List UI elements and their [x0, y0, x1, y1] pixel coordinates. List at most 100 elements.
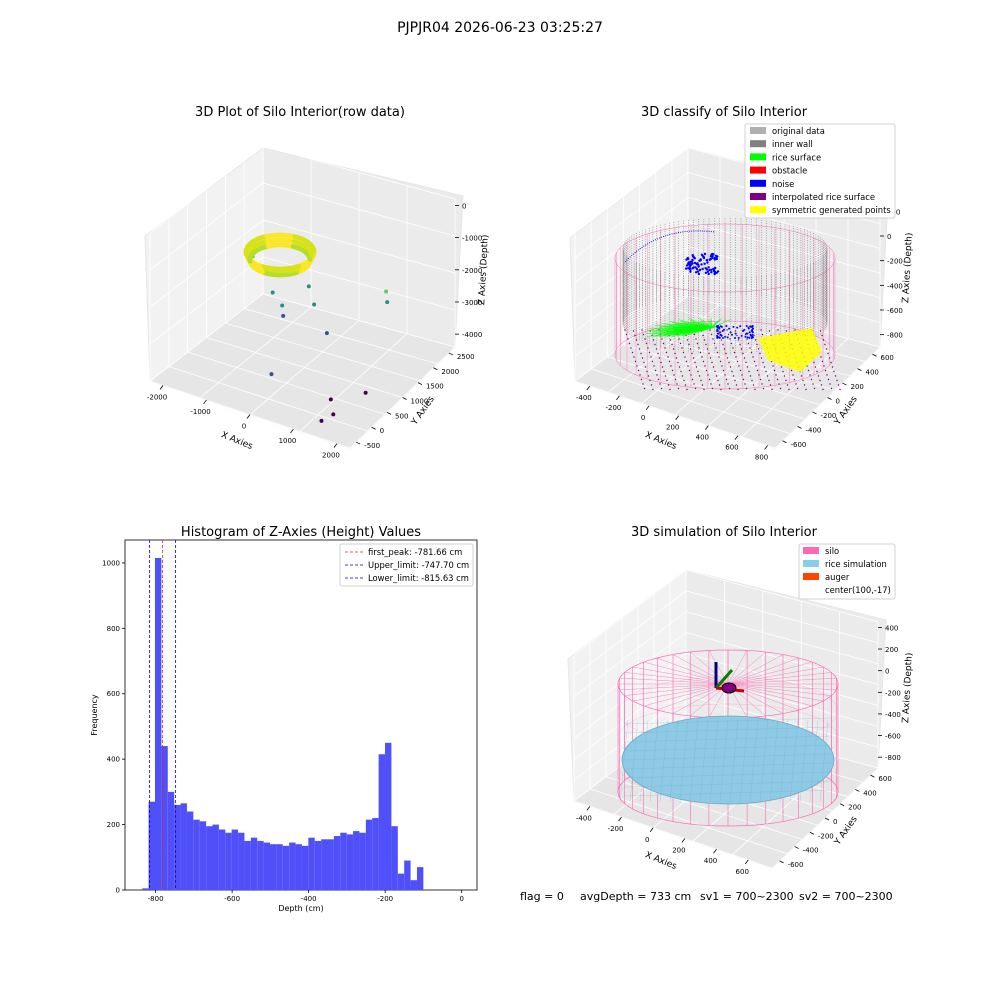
z-tick-label: -400 — [887, 282, 903, 290]
grid-line — [685, 569, 879, 623]
cls-interp-point — [702, 360, 705, 363]
cls-noise-point — [751, 325, 754, 327]
y-tick-label: -400 — [806, 426, 822, 434]
y-tick-mark — [839, 803, 845, 807]
grid-line — [262, 293, 456, 348]
cls-legend-label: obstacle — [772, 166, 807, 176]
cls-interp-point — [715, 375, 718, 377]
cls-noise-point — [722, 337, 724, 339]
cls-interp-point — [627, 338, 629, 340]
raw-point — [384, 289, 389, 294]
sim-legend-items: silo rice simulation auger center(100,-17) — [803, 546, 891, 595]
cls-interp-point — [649, 379, 651, 382]
sim-legend-swatch — [803, 547, 819, 554]
cls-interp-point — [693, 383, 695, 385]
cls-interp-point — [785, 330, 788, 332]
hist-bar — [365, 819, 373, 890]
cls-interp-point — [825, 348, 828, 350]
cls-noise-point — [716, 332, 719, 335]
y-tick-label: 200 — [851, 383, 864, 391]
grid-line — [574, 147, 689, 234]
cls-interp-point — [668, 360, 671, 363]
cls-interp-point — [727, 333, 730, 336]
sim-title: 3D simulation of Silo Interior — [631, 525, 818, 540]
raw-ring-point — [309, 252, 315, 258]
cls-noise-point — [706, 270, 710, 273]
cls-interp-point — [709, 329, 711, 331]
cls-interp-point — [717, 379, 719, 382]
x-tick-mark — [681, 838, 686, 843]
cls-interp-point — [710, 383, 712, 385]
y-tick-label: -400 — [803, 847, 819, 855]
hist-legend-items: first_peak: -781.66 cm Upper_limit: -747.… — [345, 547, 469, 583]
cls-noise-point — [697, 272, 701, 276]
y-tick-label: 200 — [848, 804, 861, 812]
cls-legend-swatch — [750, 127, 766, 134]
y-tick-mark — [782, 440, 787, 444]
cls-interp-point — [734, 330, 737, 332]
hist-bar — [372, 818, 379, 890]
y-tick-label: -200 — [818, 832, 834, 840]
cls-interp-point — [727, 383, 729, 385]
z-tick-label: -2000 — [462, 267, 482, 275]
y-tick-label: 400 — [863, 789, 876, 797]
y-tick-mark — [797, 425, 802, 429]
cls-interp-point — [650, 356, 652, 358]
cls-noise-point — [703, 262, 706, 265]
sim-silo-spoke — [727, 683, 832, 696]
cls-interp-point — [720, 388, 722, 391]
cls-noise-point — [700, 253, 704, 256]
hist-bars — [142, 557, 424, 890]
sim-rice-mesh — [624, 753, 833, 761]
cls-rice-surface — [711, 319, 731, 329]
cls-rice-surface — [710, 317, 713, 329]
cls-legend-swatch — [750, 179, 766, 187]
auger-axis-y — [714, 669, 734, 689]
cls-interp-point — [702, 334, 704, 337]
grid-line — [225, 322, 421, 382]
y-tick-mark — [870, 774, 875, 778]
cls-interp-point — [708, 378, 711, 381]
cls-interp-point — [698, 347, 700, 349]
cls-interp-point — [698, 375, 701, 377]
cls-noise-point — [739, 325, 742, 328]
cls-interp-point — [672, 348, 675, 350]
grid-line — [574, 380, 776, 449]
cls-interp-point — [674, 378, 677, 381]
cls-interp-point — [779, 387, 782, 390]
hist-bar — [353, 831, 360, 890]
cls-interp-point — [687, 365, 689, 367]
sim-silo-spoke — [672, 654, 729, 685]
hist-legend-label: Lower_limit: -815.63 cm — [368, 573, 469, 583]
x-tick-label: -400 — [576, 394, 592, 402]
cls-noise-point — [694, 271, 698, 274]
panel-simulation: 3D simulation of Silo Interior -400 -200 0… — [567, 525, 915, 876]
cls-point-cloud — [614, 218, 841, 391]
cls-interp-point — [645, 342, 648, 345]
grid-line — [607, 356, 806, 420]
cls-interp-point — [654, 369, 657, 372]
cls-interp-point — [634, 360, 637, 363]
cls-noise-point — [696, 270, 700, 273]
hist-bar — [161, 746, 168, 890]
cls-interp-point — [703, 388, 705, 391]
auger-body — [721, 682, 737, 694]
hist-bar — [212, 824, 219, 890]
x-tick-label: 0 — [641, 414, 645, 422]
raw-point — [281, 313, 286, 318]
cls-interp-point — [713, 342, 716, 345]
y-tick-label: 0 — [380, 427, 384, 435]
cls-interp-point — [745, 387, 748, 390]
cls-noise-point — [706, 261, 709, 264]
cls-interp-point — [688, 343, 690, 346]
grid-line — [149, 293, 264, 382]
hist-bar — [404, 860, 411, 890]
cls-noise-point — [688, 267, 692, 271]
cls-interp-point — [721, 365, 723, 367]
sim-rice-surface — [619, 715, 835, 805]
y-tick-label: 1500 — [426, 383, 444, 391]
cls-interp-point — [788, 388, 790, 391]
sim-silo-spoke — [619, 683, 729, 691]
cls-interp-point — [712, 366, 715, 368]
sim-z-ticks: -800 -600 -400 -200 0 200 400 — [878, 624, 901, 762]
